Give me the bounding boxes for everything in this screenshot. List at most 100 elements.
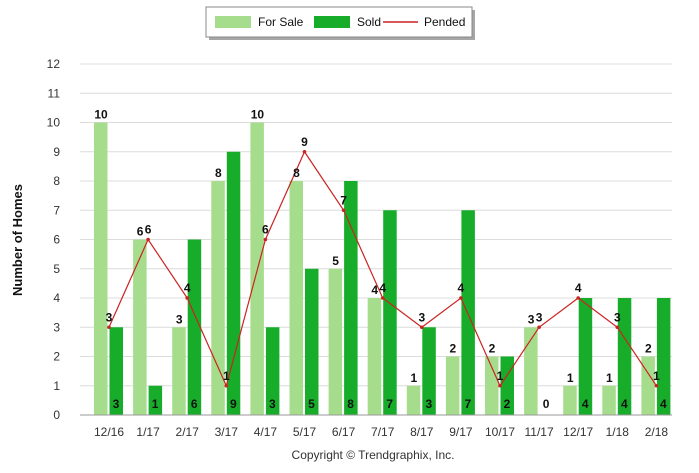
bar-sold	[461, 210, 475, 415]
data-label-sold: 3	[425, 397, 432, 411]
bar-for-sale	[406, 385, 421, 415]
data-label-pended: 6	[262, 223, 269, 237]
bar-sold	[226, 151, 241, 415]
bar-for-sale	[172, 327, 186, 415]
data-label-pended: 7	[340, 193, 347, 207]
data-label-for-sale: 1	[567, 371, 574, 385]
data-label-sold: 9	[230, 397, 237, 411]
bar-for-sale	[485, 356, 499, 415]
y-tick-label: 10	[47, 116, 61, 130]
pended-point	[537, 325, 541, 330]
data-label-sold: 1	[152, 397, 159, 411]
y-tick-label: 0	[53, 408, 60, 422]
bar-sold	[187, 239, 202, 415]
data-label-sold: 6	[191, 397, 198, 411]
bar-for-sale	[641, 356, 655, 415]
data-label-pended: 1	[497, 369, 504, 383]
data-label-pended: 3	[418, 310, 425, 324]
y-tick-label: 9	[53, 145, 60, 159]
bar-for-sale	[211, 181, 225, 415]
data-label-pended: 3	[536, 310, 543, 324]
bar-for-sale	[328, 268, 343, 415]
data-label-for-sale: 6	[137, 225, 144, 239]
data-label-sold: 4	[582, 397, 589, 411]
bar-for-sale	[289, 181, 303, 415]
pended-point	[615, 325, 620, 330]
data-label-pended: 1	[223, 369, 230, 383]
y-tick-label: 7	[53, 203, 60, 217]
bar-for-sale	[524, 327, 538, 415]
pended-point	[341, 208, 346, 213]
data-label-for-sale: 2	[450, 342, 457, 356]
x-tick-label: 8/17	[410, 425, 434, 439]
data-label-sold: 3	[113, 397, 120, 411]
x-tick-label: 2/18	[645, 425, 669, 439]
bar-sold	[344, 181, 358, 415]
x-tick-label: 1/17	[136, 425, 160, 439]
y-tick-label: 3	[53, 320, 60, 334]
data-label-for-sale: 2	[645, 342, 652, 356]
pended-point	[654, 383, 659, 388]
y-tick-label: 4	[53, 291, 60, 305]
data-label-pended: 3	[106, 310, 113, 324]
pended-point	[185, 296, 189, 300]
data-label-sold: 8	[347, 397, 354, 411]
data-labels: 1036136891038558471327223014142436416974…	[94, 108, 667, 412]
bar-for-sale	[94, 122, 108, 415]
x-tick-label: 12/17	[563, 425, 593, 439]
bar-sold	[578, 298, 593, 415]
copyright-footer: Copyright © Trendgraphix, Inc.	[292, 448, 455, 462]
data-label-sold: 0	[543, 397, 550, 411]
bar-series	[94, 122, 671, 415]
legend-label-sold: Sold	[357, 15, 381, 29]
y-tick-label: 5	[53, 262, 60, 276]
x-tick-label: 5/17	[293, 425, 317, 439]
bar-for-sale	[445, 356, 460, 415]
y-axis-title: Number of Homes	[10, 184, 25, 296]
data-label-sold: 2	[504, 397, 511, 411]
x-tick-label: 6/17	[332, 425, 356, 439]
x-tick-label: 7/17	[371, 425, 395, 439]
y-tick-label: 11	[48, 86, 61, 100]
bar-sold	[305, 268, 319, 415]
bar-sold	[383, 210, 397, 415]
data-label-pended: 6	[145, 223, 152, 237]
data-label-pended: 9	[301, 135, 308, 149]
pended-point	[263, 237, 268, 242]
bar-for-sale	[133, 239, 147, 415]
pended-point	[576, 296, 580, 300]
data-label-for-sale: 1	[410, 371, 417, 385]
data-label-pended: 4	[575, 281, 582, 295]
y-tick-label: 6	[53, 233, 60, 247]
data-label-for-sale: 10	[251, 108, 265, 122]
bar-for-sale	[602, 385, 616, 415]
data-label-pended: 1	[653, 369, 660, 383]
pended-point	[498, 383, 502, 388]
pended-point	[146, 237, 150, 242]
data-label-sold: 4	[621, 397, 628, 411]
x-tick-label: 4/17	[254, 425, 278, 439]
data-label-for-sale: 8	[215, 166, 222, 180]
x-tick-label: 12/16	[94, 425, 124, 439]
pended-point	[302, 149, 307, 154]
data-label-for-sale: 5	[332, 254, 339, 268]
pended-point	[459, 296, 463, 300]
data-label-for-sale: 8	[293, 166, 300, 180]
bar-for-sale	[563, 385, 577, 415]
bar-sold	[109, 327, 123, 415]
data-label-sold: 4	[660, 397, 667, 411]
pended-point	[224, 383, 229, 388]
bar-sold	[422, 327, 436, 415]
pended-point	[107, 325, 111, 330]
y-tick-label: 2	[53, 350, 60, 364]
y-tick-label: 1	[53, 379, 60, 393]
gridlines	[80, 63, 672, 387]
y-tick-label: 12	[47, 57, 61, 71]
data-label-sold: 5	[308, 397, 315, 411]
data-label-pended: 4	[184, 281, 191, 295]
data-label-for-sale: 10	[94, 108, 108, 122]
pended-line-series	[107, 149, 659, 388]
x-tick-label: 11/17	[525, 425, 554, 439]
data-label-sold: 7	[465, 397, 472, 411]
